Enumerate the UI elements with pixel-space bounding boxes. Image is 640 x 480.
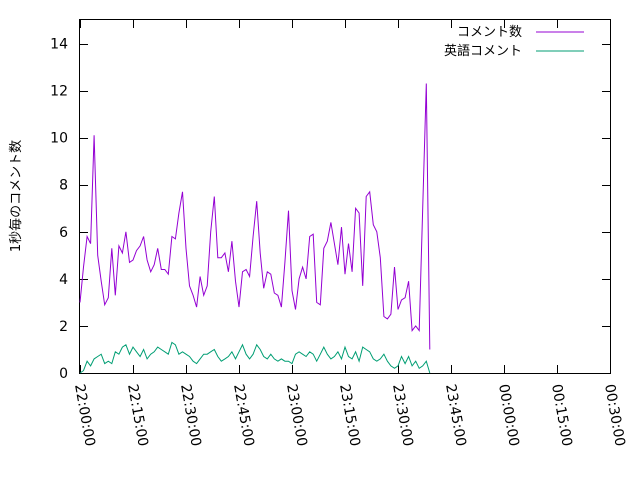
- y-tick-label: 4: [59, 272, 68, 288]
- x-tick-label: 22:45:00: [230, 383, 257, 448]
- y-tick-label: 6: [59, 225, 68, 241]
- y-tick-label: 8: [59, 178, 68, 194]
- x-tick-label: 00:30:00: [601, 383, 628, 448]
- x-tick-label: 23:15:00: [336, 383, 363, 448]
- series-line-2: [79, 341, 431, 374]
- y-axis-label: 1秒毎のコメント数: [8, 140, 24, 252]
- x-tick-label: 22:30:00: [177, 383, 204, 448]
- y-tick-label: 10: [50, 131, 68, 147]
- y-tick-label: 14: [50, 37, 68, 53]
- x-axis: 22:00:00 22:15:00 22:30:00 22:45:00 23:00:00…: [71, 20, 628, 448]
- y-tick-label: 2: [59, 319, 68, 335]
- x-tick-label: 22:00:00: [71, 383, 98, 448]
- y-tick-label: 0: [59, 366, 68, 382]
- x-tick-label: 00:15:00: [548, 383, 575, 448]
- x-tick-label: 22:15:00: [124, 383, 151, 448]
- plot-frame: [79, 19, 611, 374]
- series-layer: [79, 83, 431, 374]
- x-tick-label: 23:30:00: [389, 383, 416, 448]
- x-tick-label: 23:45:00: [442, 383, 469, 448]
- x-tick-label: 00:00:00: [495, 383, 522, 448]
- legend-label-1: コメント数: [457, 25, 522, 40]
- series-line-1: [79, 83, 431, 350]
- x-tick-label: 23:00:00: [283, 383, 310, 448]
- legend-label-2: 英語コメント: [444, 43, 522, 59]
- y-axis: 0 2 4 6 8 10 12 14: [50, 37, 610, 382]
- y-tick-label: 12: [50, 84, 68, 100]
